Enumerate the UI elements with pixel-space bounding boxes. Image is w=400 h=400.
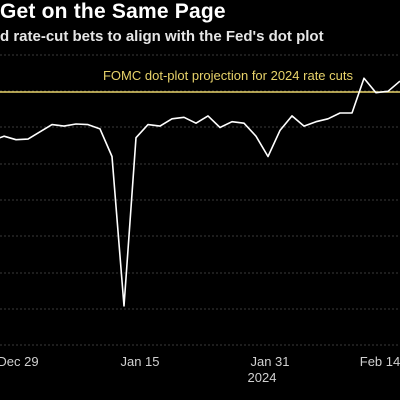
chart-subtitle: d rate-cut bets to align with the Fed's … bbox=[0, 28, 324, 45]
x-axis-ticks: Dec 29 Jan 15 Jan 31 Feb 14 bbox=[0, 354, 400, 369]
x-axis-year-label: 2024 bbox=[248, 370, 277, 385]
x-tick-label: Dec 29 bbox=[0, 354, 39, 369]
x-tick-label: Jan 31 bbox=[250, 354, 289, 369]
reference-line-label: FOMC dot-plot projection for 2024 rate c… bbox=[103, 68, 354, 83]
series-line bbox=[0, 77, 400, 307]
chart-title: Get on the Same Page bbox=[0, 0, 226, 23]
x-tick-label: Feb 14 bbox=[360, 354, 400, 369]
x-tick-label: Jan 15 bbox=[120, 354, 159, 369]
gridlines bbox=[0, 54, 400, 346]
